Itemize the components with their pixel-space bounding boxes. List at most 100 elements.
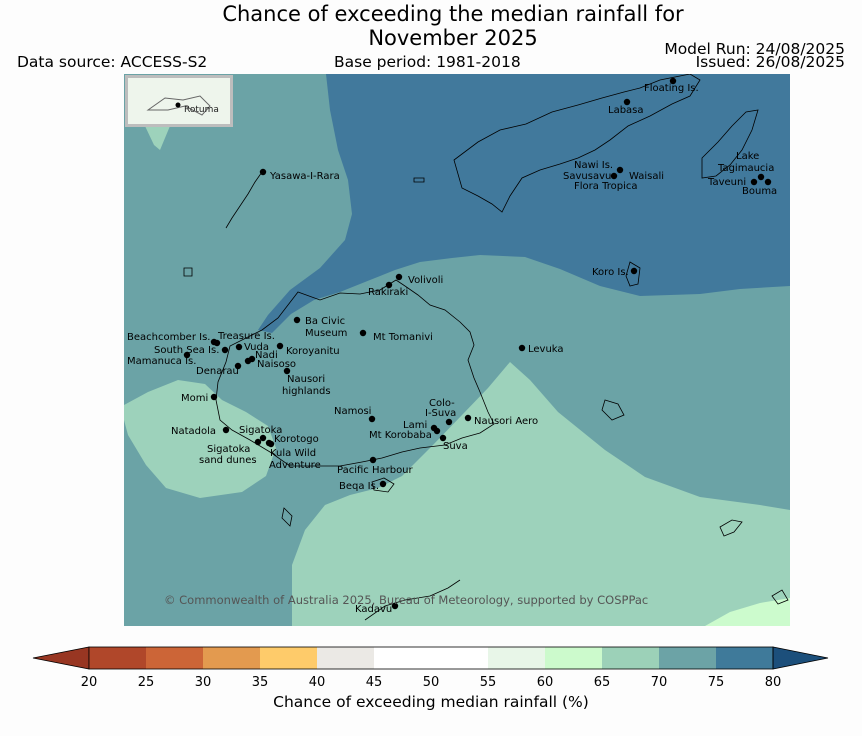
kadavu-dot <box>391 602 399 610</box>
colorbar-over-arrow <box>772 646 829 670</box>
namosi-label: Namosi <box>334 406 371 417</box>
nadi-label: Nadi <box>255 350 278 361</box>
taveuni-coast <box>701 109 759 179</box>
colorbar-segment <box>545 647 602 669</box>
suva-label: Suva <box>443 441 468 452</box>
region-75-80 <box>258 74 790 333</box>
southeast-island-coast <box>719 519 743 537</box>
korotogo-label: Korotogo <box>274 434 319 445</box>
savusavu-label: Savusavu <box>563 171 611 182</box>
kula-wild-adventure-dot <box>267 440 275 448</box>
region-65-70-west <box>124 380 276 498</box>
levuka-dot <box>518 344 526 352</box>
colorbar-segment <box>716 647 773 669</box>
mt-korobaba-label: Mt Korobaba <box>369 430 432 441</box>
mt-korobaba-dot <box>433 427 441 435</box>
rakiraki-label: Rakiraki <box>368 287 408 298</box>
yasawa-i-rara-label: Yasawa-I-Rara <box>269 171 340 182</box>
pacific-harbour-dot <box>369 456 377 464</box>
kadavu-coast <box>364 579 461 621</box>
koroyanitu-dot <box>276 342 284 350</box>
colo-label: Colo- <box>429 398 455 409</box>
colorbar-tick-label: 80 <box>765 675 782 690</box>
volivoli-label: Volivoli <box>408 275 443 286</box>
colorbar-tick-label: 20 <box>81 675 98 690</box>
rakiraki-dot <box>385 281 393 289</box>
sigatoka-label: Sigatoka <box>239 425 282 436</box>
colorbar-segment <box>317 647 374 669</box>
namosi-dot <box>368 415 376 423</box>
volivoli-dot <box>395 273 403 281</box>
waisali-label: Waisali <box>629 171 664 182</box>
pacific-harbour-label: Pacific Harbour <box>337 465 414 476</box>
map-title: Chance of exceeding the median rainfall … <box>0 2 862 50</box>
kula-wild-label: Kula Wild <box>270 448 316 459</box>
lake-label: Lake <box>736 151 759 162</box>
colorbar-segment <box>260 647 317 669</box>
colo-i-suva-dot <box>445 418 453 426</box>
adventure-label: Adventure <box>269 460 321 471</box>
issued-text: Issued: 26/08/2025 <box>695 53 845 71</box>
kadavu-label: Kadavu <box>355 604 392 615</box>
colorbar-segment <box>602 647 659 669</box>
rotuma-dot <box>175 102 181 108</box>
nausori-aero-dot <box>464 414 472 422</box>
tagimaucia-label: Tagimaucia <box>717 163 774 174</box>
ba-civic-museum-dot <box>293 316 301 324</box>
rotuma-label: Rotuma <box>184 105 219 115</box>
colorbar-tick-label: 60 <box>537 675 554 690</box>
nausori-highlands-dot <box>283 367 291 375</box>
colorbar: 20 25 30 35 40 45 50 55 60 65 70 75 80 <box>32 646 829 690</box>
highlands-label: highlands <box>282 386 331 397</box>
colorbar-segment <box>431 647 488 669</box>
title-line-2: November 2025 <box>368 26 538 50</box>
title-line-1: Chance of exceeding the median rainfall … <box>222 2 684 26</box>
data-source-text: Data source: ACCESS-S2 <box>17 53 208 71</box>
bouma-dot <box>764 178 772 186</box>
base-period-text: Base period: 1981-2018 <box>334 53 521 71</box>
colorbar-tick-label: 40 <box>309 675 326 690</box>
taveuni-label: Taveuni <box>707 177 746 188</box>
taveuni-dot <box>750 178 758 186</box>
naisoso-dot <box>244 357 252 365</box>
labasa-label: Labasa <box>608 105 644 116</box>
colorbar-tick-label: 25 <box>138 675 155 690</box>
flora-tropica-label: Flora Tropica <box>574 181 637 192</box>
region-65-70 <box>292 362 790 626</box>
viti-levu-coast <box>215 279 495 467</box>
denarau-dot <box>234 362 242 370</box>
small-island-coast-2 <box>183 267 193 277</box>
beachcomber-is-label: Beachcomber Is. <box>127 332 210 343</box>
floating-is-label: Floating Is. <box>644 83 699 94</box>
colorbar-segment <box>146 647 203 669</box>
lake-tagimaucia-dot <box>757 173 765 181</box>
model-run-text: Model Run: 24/08/2025 <box>664 40 845 58</box>
colorbar-tick-label: 75 <box>708 675 725 690</box>
denarau-label: Denarau <box>196 366 239 377</box>
treasure-is-label: Treasure Is. <box>217 331 275 342</box>
small-island-coast-1 <box>413 177 425 183</box>
map-canvas: Floating Is. Labasa Nawi Is. Savusavu Wa… <box>124 74 790 626</box>
colorbar-tick-label: 45 <box>366 675 383 690</box>
place-markers: Floating Is. Labasa Nawi Is. Savusavu Wa… <box>127 77 777 615</box>
copyright-text: © Commonwealth of Australia 2025, Bureau… <box>164 593 648 607</box>
bouma-label: Bouma <box>742 186 777 197</box>
beqa-coast <box>371 477 395 493</box>
nausori-aero-label: Nausori Aero <box>474 416 538 427</box>
rotuma-inset: Rotuma <box>125 75 233 127</box>
colorbar-segment <box>488 647 545 669</box>
naisoso-label: Naisoso <box>257 359 296 370</box>
colorbar-tick-label: 30 <box>195 675 212 690</box>
colorbar-tick-label: 65 <box>594 675 611 690</box>
colorbar-label: Chance of exceeding median rainfall (%) <box>273 693 589 711</box>
mamanuca-is-dot <box>183 351 191 359</box>
beqa-is-dot <box>379 480 387 488</box>
vanua-levu-coast <box>453 74 701 213</box>
ba-civic-label: Ba Civic <box>305 316 345 327</box>
sigatoka-sand-dunes-dot <box>254 438 262 446</box>
yasawa-coast <box>225 171 263 229</box>
colorbar-frame <box>88 646 774 670</box>
suva-dot <box>439 434 447 442</box>
sand-dunes-label: sand dunes <box>199 455 257 466</box>
